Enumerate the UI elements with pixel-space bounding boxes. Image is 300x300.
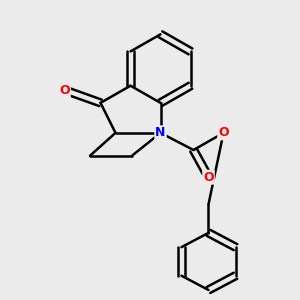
Text: N: N: [155, 126, 166, 140]
Text: O: O: [59, 83, 70, 97]
Text: O: O: [218, 126, 229, 140]
Text: O: O: [203, 171, 214, 184]
